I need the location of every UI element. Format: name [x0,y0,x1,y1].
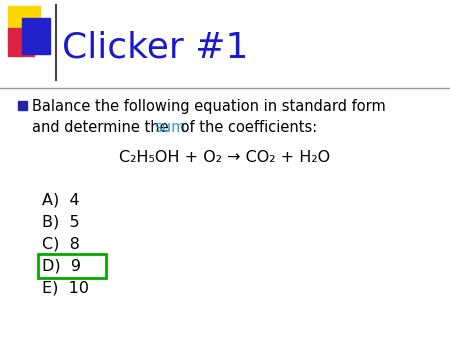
Text: B)  5: B) 5 [42,215,80,230]
Text: and determine the: and determine the [32,120,173,135]
Text: of the coefficients:: of the coefficients: [176,120,317,135]
Text: C₂H₅OH + O₂ → CO₂ + H₂O: C₂H₅OH + O₂ → CO₂ + H₂O [119,150,331,166]
Text: sum: sum [154,120,185,135]
Text: Balance the following equation in standard form: Balance the following equation in standa… [32,99,386,115]
Text: D)  9: D) 9 [42,259,81,273]
Text: A)  4: A) 4 [42,193,80,208]
Bar [8,6,40,38]
Text: Clicker #1: Clicker #1 [62,31,248,65]
Bar [8,28,34,56]
Text: C)  8: C) 8 [42,237,80,251]
Bar [22,18,50,54]
Bar [18,101,27,110]
Text: E)  10: E) 10 [42,281,89,295]
